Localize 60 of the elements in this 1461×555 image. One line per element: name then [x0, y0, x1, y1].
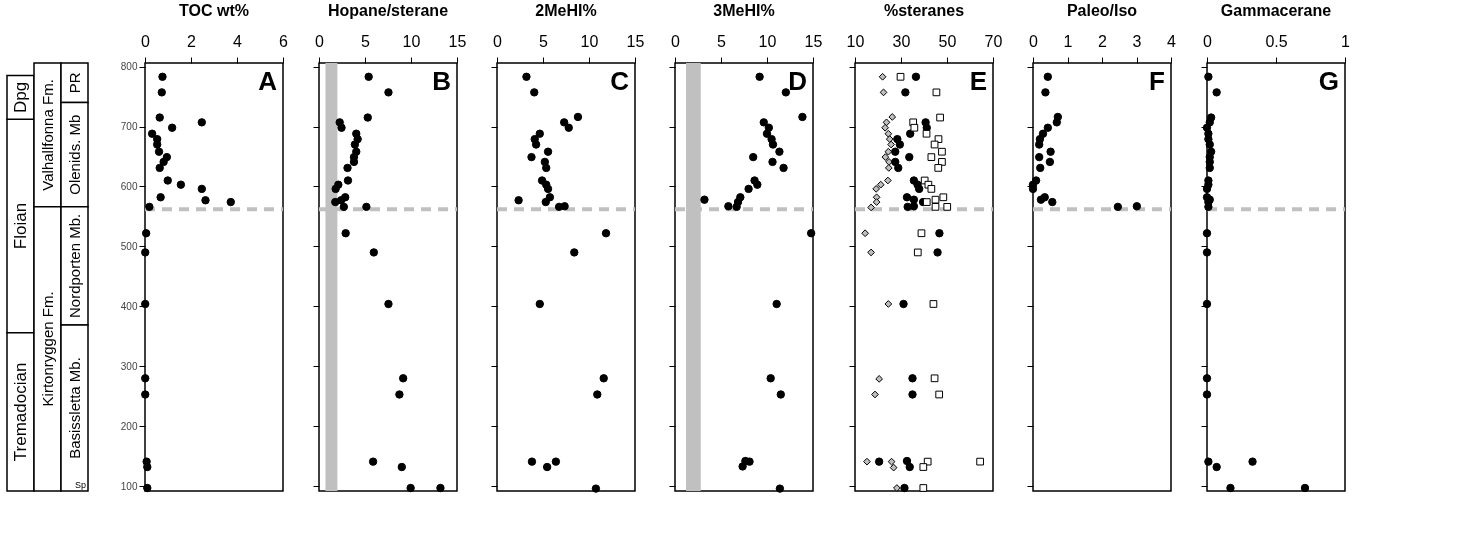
chart-title: 2MeHI%	[535, 2, 597, 19]
x-tick-label: 10	[402, 32, 421, 50]
x-tick-label: 10	[580, 32, 599, 50]
x-tick-label: 0	[1203, 32, 1213, 50]
chart-title: Gammacerane	[1220, 2, 1332, 19]
annotation: C	[610, 66, 630, 96]
x-tick-label: 10	[758, 32, 777, 50]
y-tick-label: 100	[120, 480, 138, 492]
text: Sp	[74, 480, 86, 491]
text: PR	[65, 72, 83, 94]
text: Kirtonryggen Fm.	[38, 291, 56, 407]
text: Tremadocian	[10, 362, 30, 462]
x-tick-label: 4	[233, 32, 243, 50]
x-tick-label: 0	[671, 32, 681, 50]
annotation: G	[1318, 66, 1339, 96]
x-tick-label: 0.5	[1265, 32, 1288, 50]
x-tick-label: 5	[717, 32, 727, 50]
text: Dpg	[10, 81, 30, 114]
annotation: A	[258, 66, 278, 96]
x-tick-label: 0	[141, 32, 151, 50]
y-tick-label: 200	[120, 420, 138, 432]
x-tick-label: 5	[361, 32, 371, 50]
y-tick-label: 300	[120, 360, 138, 372]
x-tick-label: 10	[846, 32, 865, 50]
annotation: E	[969, 66, 987, 96]
x-tick-label: 0	[493, 32, 503, 50]
y-tick-label: 600	[120, 180, 138, 192]
x-tick-label: 2	[1098, 32, 1108, 50]
text: Floian	[10, 202, 30, 250]
x-tick-label: 15	[804, 32, 823, 50]
text: Nordporten Mb.	[65, 213, 83, 319]
x-tick-label: 1	[1341, 32, 1351, 50]
x-tick-label: 3	[1132, 32, 1142, 50]
x-tick-label: 15	[448, 32, 467, 50]
y-tick-label: 800	[120, 61, 138, 73]
chart-title: TOC wt%	[179, 2, 249, 19]
x-tick-label: 0	[315, 32, 325, 50]
x-tick-label: 30	[892, 32, 911, 50]
x-tick-label: 2	[187, 32, 197, 50]
x-tick-label: 0	[1029, 32, 1039, 50]
x-tick-label: 5	[539, 32, 549, 50]
annotation: B	[432, 66, 451, 96]
annotation: D	[788, 66, 807, 96]
chart-title: 3MeHI%	[713, 2, 775, 19]
y-tick-label: 700	[120, 121, 138, 133]
x-tick-label: 1	[1063, 32, 1073, 50]
x-tick-label: 70	[984, 32, 1003, 50]
chart-title: %steranes	[883, 2, 965, 19]
y-tick-label: 400	[120, 300, 138, 312]
x-tick-label: 50	[938, 32, 957, 50]
x-tick-label: 6	[279, 32, 289, 50]
x-tick-label: 15	[626, 32, 645, 50]
text: Valhallfonna Fm.	[38, 79, 56, 191]
text: Basissletta Mb.	[65, 357, 83, 459]
chart-title: Paleo/Iso	[1066, 2, 1138, 19]
y-tick-label: 500	[120, 240, 138, 252]
x-tick-label: 4	[1167, 32, 1177, 50]
text: Olenids. Mb	[65, 114, 83, 195]
annotation: F	[1149, 66, 1165, 96]
chart-title: Hopane/sterane	[327, 2, 449, 19]
